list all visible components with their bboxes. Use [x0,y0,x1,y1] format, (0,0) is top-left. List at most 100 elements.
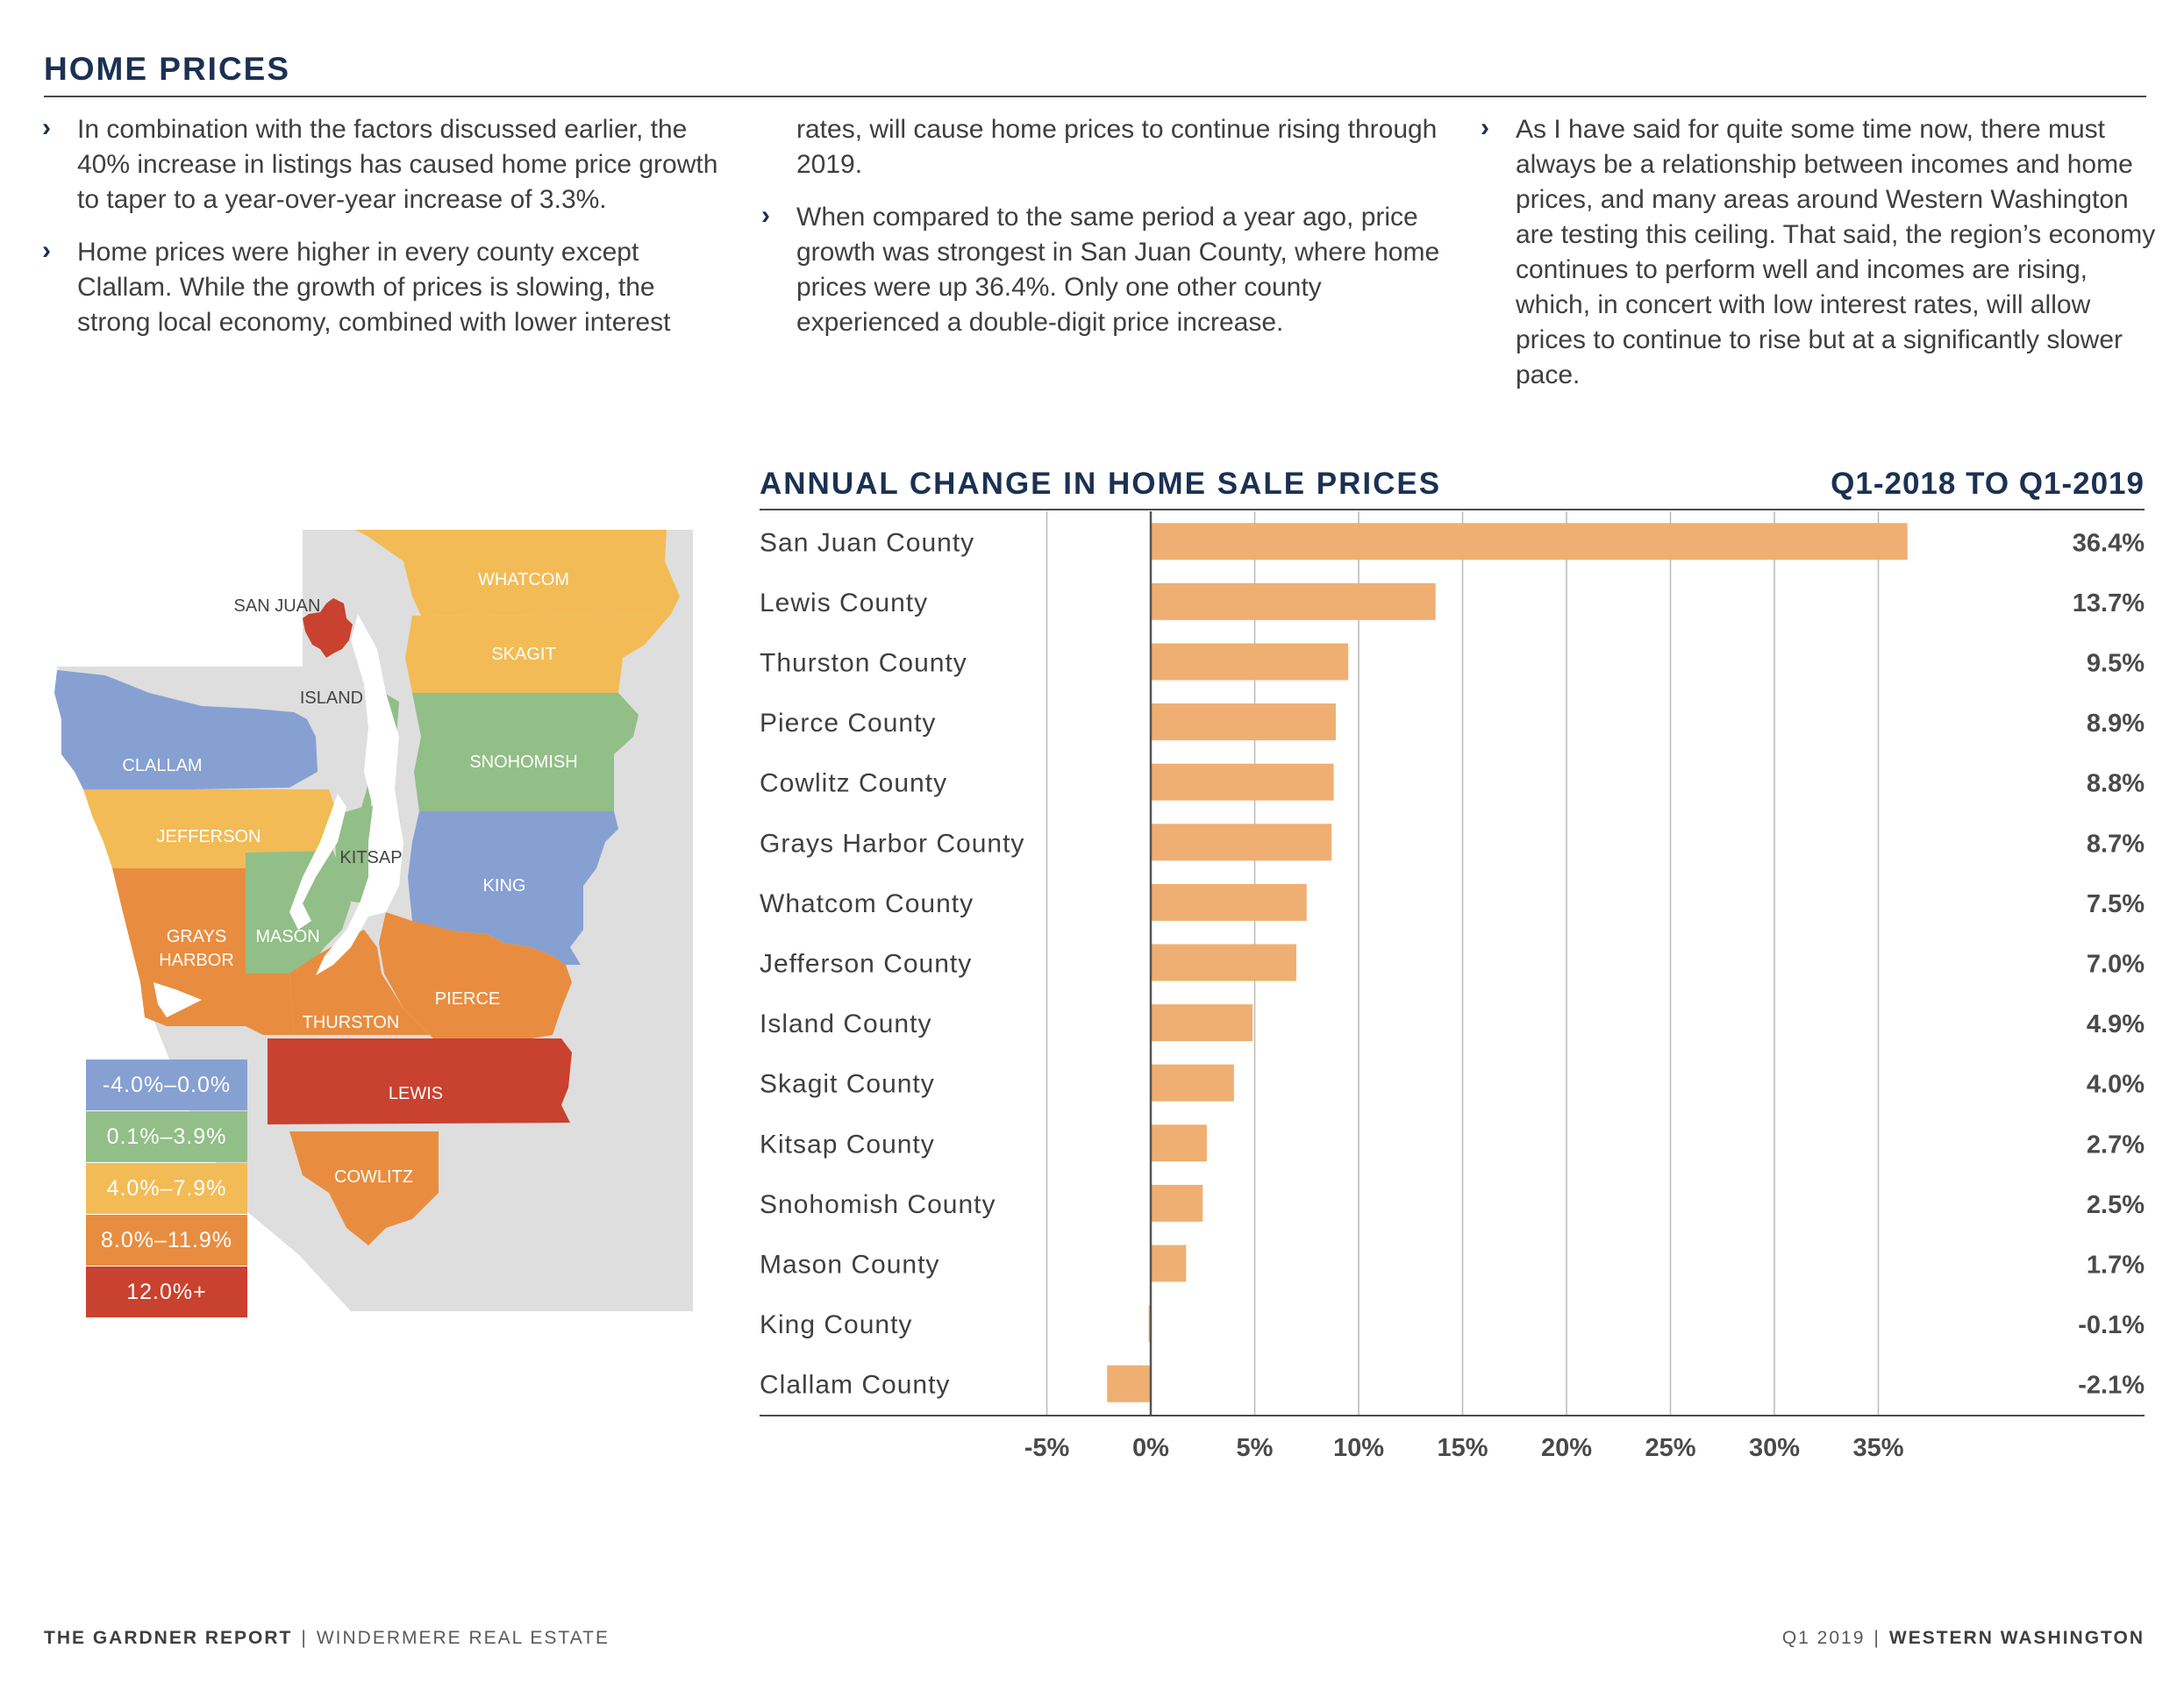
footer-region: WESTERN WASHINGTON [1888,1628,2145,1648]
value-label: 7.0% [2087,951,2145,979]
county-thurston [263,930,430,1035]
county-label-cowlitz: COWLITZ [334,1167,413,1187]
county-label-thurston: THURSTON [303,1013,400,1032]
bar [1151,944,1296,981]
value-label: 2.5% [2087,1191,2145,1219]
bar [1151,883,1307,921]
hood-canal-water [289,794,346,930]
county-pierce [379,912,572,1044]
county-label-san-juan: SAN JUAN [234,596,321,616]
value-label: 13.7% [2073,589,2145,617]
legend-item: -4.0%–0.0% [86,1060,247,1110]
category-label: Jefferson County [760,950,972,979]
county-label-whatcom: WHATCOM [478,570,569,589]
category-label: Lewis County [760,589,928,617]
x-tick-label: 5% [1237,1434,1274,1462]
county-snohomish [412,693,639,811]
category-label: Snohomish County [760,1190,996,1219]
bar [1151,582,1436,620]
page-title: HOME PRICES [44,51,291,87]
bullet-chevron-icon: › [761,201,770,230]
value-label: 1.7% [2087,1252,2145,1280]
x-tick-label: -5% [1024,1434,1070,1462]
x-tick-label: 15% [1437,1434,1488,1462]
county-clallam [54,670,318,789]
county-lewis [268,1038,572,1124]
county-label-skagit: SKAGIT [491,645,555,664]
x-tick-label: 20% [1541,1434,1592,1462]
bar [1151,703,1336,741]
county-label-snohomish: SNOHOMISH [469,753,577,772]
value-label: -0.1% [2078,1311,2145,1339]
bullet-paragraph: › As I have said for quite some time now… [1481,112,2156,393]
value-label: 8.9% [2087,710,2145,738]
legend-item: 8.0%–11.9% [86,1215,247,1266]
legend-item: 12.0%+ [86,1266,247,1317]
x-tick-label: 25% [1645,1434,1695,1462]
paragraph-text: When compared to the same period a year … [796,203,1440,337]
value-label: 7.5% [2087,890,2145,918]
chart-date-range: Q1-2018 TO Q1-2019 [1831,467,2145,501]
text-column-3: › As I have said for quite some time now… [1481,112,2156,410]
value-label: 36.4% [2073,529,2145,557]
footer-right: Q1 2019 | WESTERN WASHINGTON [1782,1628,2145,1649]
footer-separator: | [1874,1628,1881,1648]
county-san-juan [303,598,353,658]
bullet-paragraph: › When compared to the same period a yea… [761,200,1445,340]
county-label-lewis: LEWIS [389,1084,443,1103]
county-label-pierce: PIERCE [435,989,500,1009]
category-label: Whatcom County [760,889,974,918]
footer-report-name: THE GARDNER REPORT [44,1628,293,1648]
county-label-grays: GRAYS [167,927,227,946]
county-label-harbor: HARBOR [159,951,234,970]
county-label-mason: MASON [255,927,319,946]
value-label: 4.9% [2087,1010,2145,1038]
category-label: San Juan County [760,528,974,557]
chart-top-rule [760,509,2145,510]
county-jefferson [83,789,338,868]
category-label: Pierce County [760,709,936,738]
grays-harbor-bay-water [153,982,202,1017]
paragraph-text: Home prices were higher in every county … [77,238,671,337]
category-label: Mason County [760,1251,939,1280]
category-label: Clallam County [760,1371,950,1400]
footer-left: THE GARDNER REPORT | WINDERMERE REAL ESTAT… [44,1628,610,1649]
bar [1151,643,1349,681]
bullet-paragraph: › Home prices were higher in every count… [42,235,726,340]
county-label-jefferson: JEFFERSON [157,827,261,846]
bullet-chevron-icon: › [42,236,51,265]
value-label: -2.1% [2078,1372,2145,1400]
county-label-island: ISLAND [300,689,363,708]
bar [1151,1004,1253,1042]
bar [1151,763,1334,801]
county-skagit [405,614,671,693]
value-label: 4.0% [2087,1071,2145,1099]
text-column-1: › In combination with the factors discus… [42,112,726,358]
category-label: Grays Harbor County [760,829,1024,858]
paragraph-text: In combination with the factors discusse… [77,115,718,214]
legend-item: 4.0%–7.9% [86,1163,247,1214]
puget-sound-water [316,614,403,975]
paragraph-text: As I have said for quite some time now, … [1516,115,2156,389]
county-label-clallam: CLALLAM [122,756,202,775]
county-whatcom [355,530,680,616]
bullet-chevron-icon: › [1481,113,1489,142]
paragraph-text: rates, will cause home prices to continu… [796,115,1438,179]
legend-item: 0.1%–3.9% [86,1111,247,1162]
paragraph-continuation: rates, will cause home prices to continu… [761,112,1445,182]
bar [1151,1064,1234,1102]
map-legend: -4.0%–0.0% 0.1%–3.9% 4.0%–7.9% 8.0%–11.9… [86,1060,247,1318]
value-label: 2.7% [2087,1131,2145,1159]
chart-title: ANNUAL CHANGE IN HOME SALE PRICES [760,467,1442,501]
category-label: Thurston County [760,649,967,678]
category-label: Island County [760,1010,931,1038]
bar [1151,523,1908,560]
x-tick-label: 10% [1333,1434,1384,1462]
footer-company: WINDERMERE REAL ESTATE [316,1628,610,1648]
footer-separator: | [301,1628,308,1648]
value-label: 8.8% [2087,770,2145,798]
county-label-kitsap: KITSAP [339,848,402,867]
bar [1151,1124,1207,1162]
